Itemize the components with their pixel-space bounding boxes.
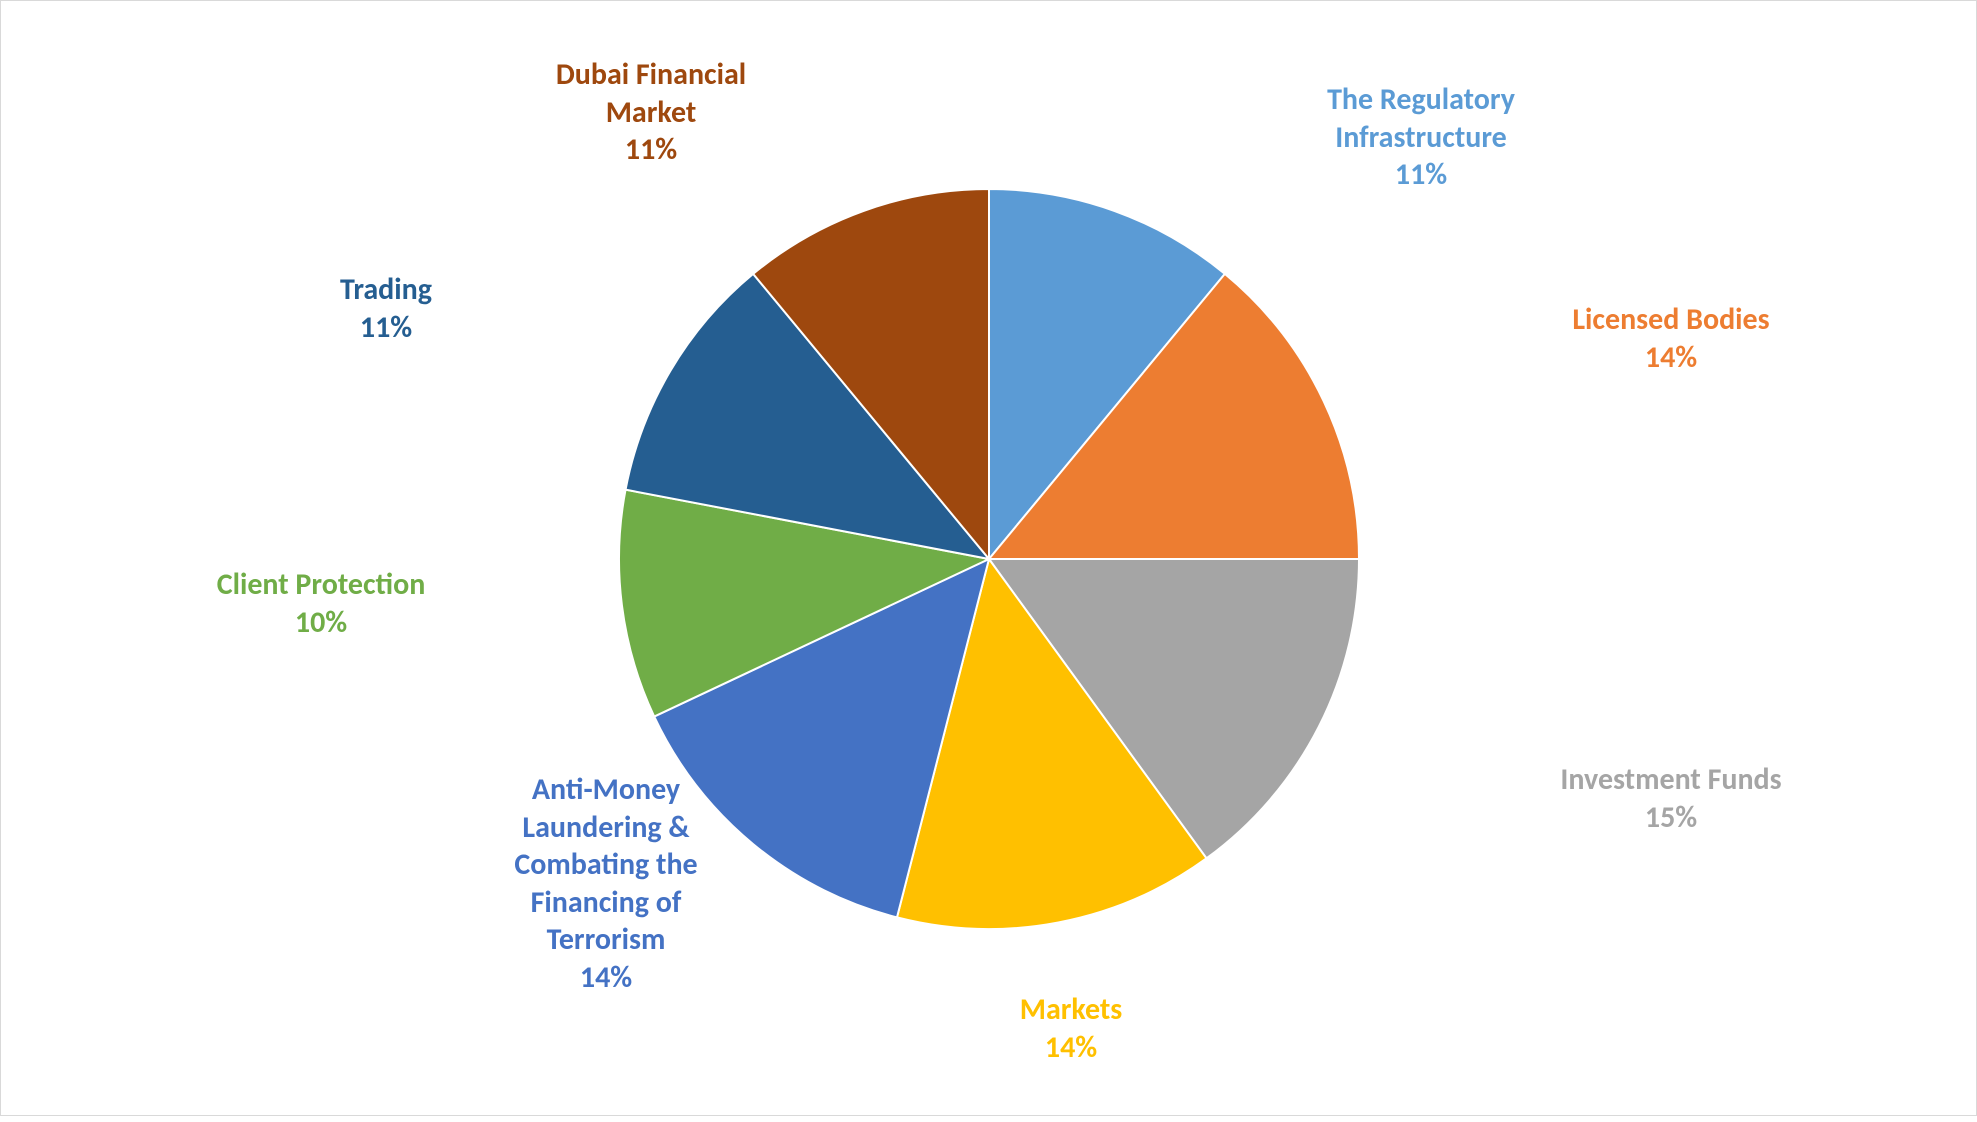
slice-label-percent: 10% (131, 604, 511, 642)
slice-label-percent: 11% (471, 131, 831, 169)
slice-label: Anti-Money Laundering & Combating the Fi… (416, 771, 796, 996)
slice-label-percent: 11% (256, 309, 516, 347)
slice-label: Markets14% (941, 991, 1201, 1066)
slice-label-text: Client Protection (131, 566, 511, 604)
slice-label: Investment Funds15% (1481, 761, 1861, 836)
slice-label-percent: 14% (941, 1029, 1201, 1067)
pie-chart (1, 1, 1977, 1117)
slice-label-text: Investment Funds (1481, 761, 1861, 799)
slice-label-percent: 15% (1481, 799, 1861, 837)
slice-label: Client Protection10% (131, 566, 511, 641)
slice-label-text: Trading (256, 271, 516, 309)
slice-label-text: The Regulatory Infrastructure (1251, 81, 1591, 156)
slice-label-text: Licensed Bodies (1501, 301, 1841, 339)
slice-label-text: Dubai Financial Market (471, 56, 831, 131)
slice-label: Licensed Bodies14% (1501, 301, 1841, 376)
slice-label: The Regulatory Infrastructure11% (1251, 81, 1591, 194)
pie-chart-container: The Regulatory Infrastructure11%Licensed… (0, 0, 1977, 1116)
slice-label: Dubai Financial Market11% (471, 56, 831, 169)
slice-label-percent: 11% (1251, 156, 1591, 194)
slice-label: Trading11% (256, 271, 516, 346)
slice-label-text: Anti-Money Laundering & Combating the Fi… (416, 771, 796, 959)
slice-label-text: Markets (941, 991, 1201, 1029)
slice-label-percent: 14% (1501, 339, 1841, 377)
slice-label-percent: 14% (416, 959, 796, 997)
